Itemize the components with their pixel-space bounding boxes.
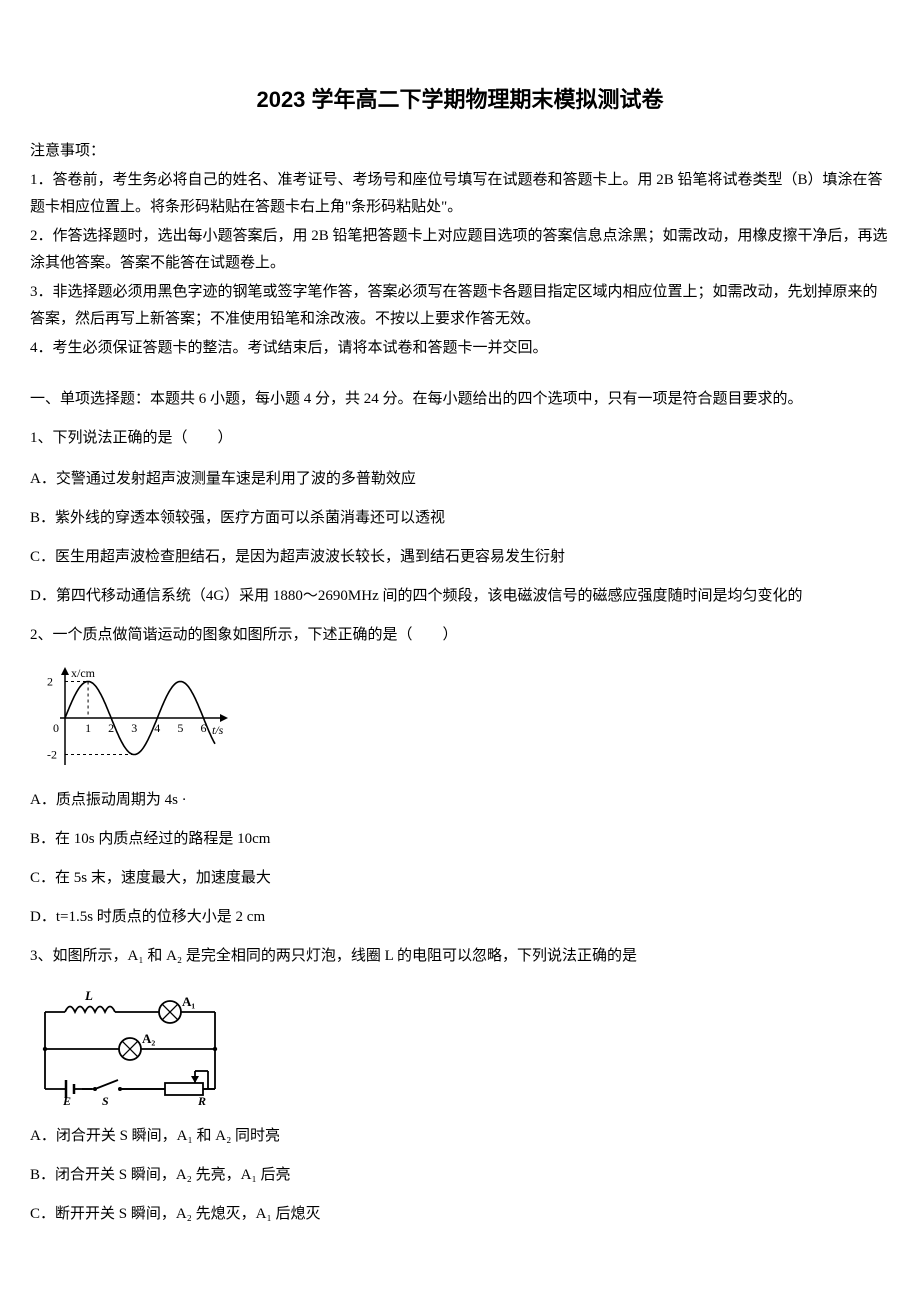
svg-text:0: 0	[53, 721, 59, 735]
question-1-option-c: C．医生用超声波检查胆结石，是因为超声波波长较长，遇到结石更容易发生衍射	[30, 544, 890, 571]
svg-text:S: S	[102, 1094, 109, 1108]
section-1-header: 一、单项选择题：本题共 6 小题，每小题 4 分，共 24 分。在每小题给出的四…	[30, 386, 890, 413]
svg-text:t/s: t/s	[212, 723, 224, 737]
question-2-option-c: C．在 5s 末，速度最大，加速度最大	[30, 865, 890, 892]
circuit-diagram-icon: L A₁ A₂ E S R	[30, 984, 230, 1109]
question-1-stem: 1、下列说法正确的是（ ）	[30, 425, 890, 452]
question-1-option-a: A．交警通过发射超声波测量车速是利用了波的多普勒效应	[30, 466, 890, 493]
question-2-stem: 2、一个质点做简谐运动的图象如图所示，下述正确的是（ ）	[30, 622, 890, 649]
svg-text:2: 2	[47, 674, 53, 688]
notice-header: 注意事项：	[30, 138, 890, 165]
question-2-option-a: A．质点振动周期为 4s ·	[30, 787, 890, 814]
shm-chart-icon: x/cmt/s0-22123456	[30, 663, 230, 773]
svg-text:3: 3	[131, 721, 137, 735]
svg-text:1: 1	[85, 721, 91, 735]
svg-text:5: 5	[177, 721, 183, 735]
page-title: 2023 学年高二下学期物理期末模拟测试卷	[30, 80, 890, 120]
svg-text:A₁: A₁	[182, 994, 195, 1009]
question-3-option-a: A．闭合开关 S 瞬间，A₁ 和 A₂ 同时亮	[30, 1123, 890, 1150]
notice-item-3: 3．非选择题必须用黑色字迹的钢笔或签字笔作答，答案必须写在答题卡各题目指定区域内…	[30, 279, 890, 333]
notice-item-4: 4．考生必须保证答题卡的整洁。考试结束后，请将本试卷和答题卡一并交回。	[30, 335, 890, 362]
question-3-figure: L A₁ A₂ E S R	[30, 984, 890, 1109]
notice-item-1: 1．答卷前，考生务必将自己的姓名、准考证号、考场号和座位号填写在试题卷和答题卡上…	[30, 167, 890, 221]
question-1-option-b: B．紫外线的穿透本领较强，医疗方面可以杀菌消毒还可以透视	[30, 505, 890, 532]
question-2-figure: x/cmt/s0-22123456	[30, 663, 890, 773]
svg-text:E: E	[62, 1094, 71, 1108]
notice-item-2: 2．作答选择题时，选出每小题答案后，用 2B 铅笔把答题卡上对应题目选项的答案信…	[30, 223, 890, 277]
svg-text:A₂: A₂	[142, 1031, 155, 1046]
question-2-option-b: B．在 10s 内质点经过的路程是 10cm	[30, 826, 890, 853]
question-3-stem: 3、如图所示，A₁ 和 A₂ 是完全相同的两只灯泡，线圈 L 的电阻可以忽略，下…	[30, 943, 890, 970]
question-2-option-d: D．t=1.5s 时质点的位移大小是 2 cm	[30, 904, 890, 931]
svg-text:-2: -2	[47, 747, 57, 761]
svg-text:L: L	[84, 988, 93, 1003]
svg-text:x/cm: x/cm	[71, 666, 96, 680]
question-3-option-b: B．闭合开关 S 瞬间，A₂ 先亮，A₁ 后亮	[30, 1162, 890, 1189]
question-1-option-d: D．第四代移动通信系统（4G）采用 1880～2690MHz 间的四个频段，该电…	[30, 583, 890, 610]
svg-text:R: R	[197, 1094, 206, 1108]
question-3-option-c: C．断开开关 S 瞬间，A₂ 先熄灭，A₁ 后熄灭	[30, 1201, 890, 1228]
